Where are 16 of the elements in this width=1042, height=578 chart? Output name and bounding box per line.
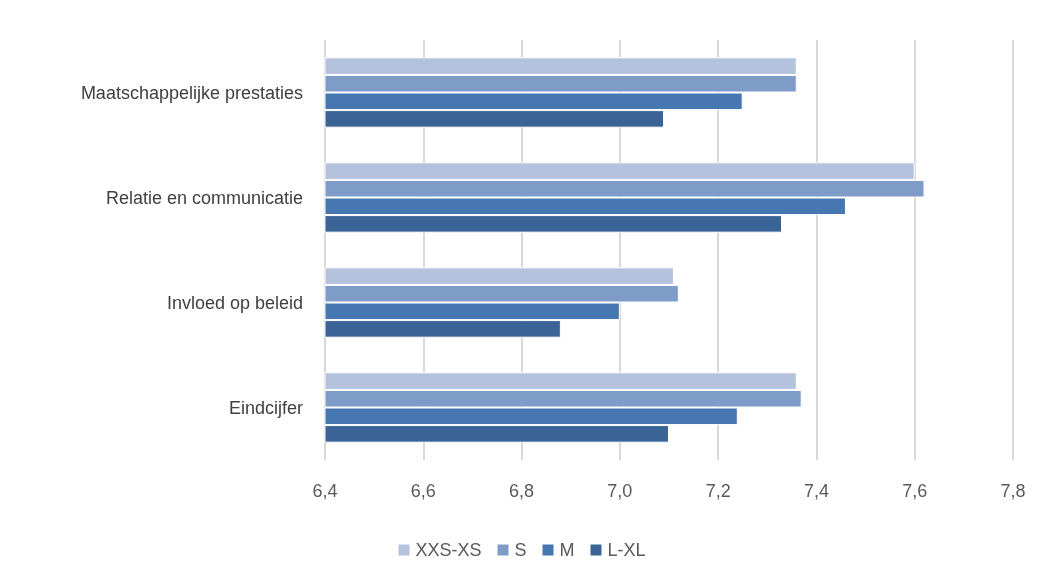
y-tick-label: Relatie en communicatie	[105, 187, 303, 208]
x-tick-label: 7,2	[705, 481, 731, 501]
x-tick-label: 7,6	[902, 481, 928, 501]
x-tick-label: 6,8	[509, 481, 535, 501]
x-tick-label: 6,6	[410, 481, 436, 501]
legend-label: L-XL	[607, 540, 646, 560]
legend-label: M	[559, 540, 575, 560]
x-tick-label: 6,4	[312, 481, 338, 501]
legend-label: XXS-XS	[415, 540, 482, 560]
x-tick-label: 7,8	[1000, 481, 1026, 501]
y-tick-label: Eindcijfer	[228, 397, 303, 418]
x-tick-label: 7,4	[803, 481, 829, 501]
legend-label: S	[514, 540, 527, 560]
y-tick-label: Maatschappelijke prestaties	[80, 82, 303, 103]
x-tick-label: 7,0	[607, 481, 633, 501]
y-tick-label: Invloed op beleid	[166, 292, 303, 313]
